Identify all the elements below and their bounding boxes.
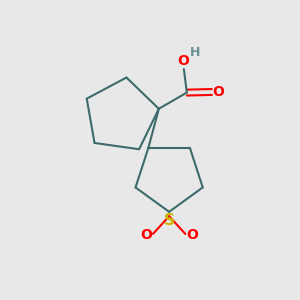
Text: O: O xyxy=(140,228,152,242)
Text: O: O xyxy=(212,85,224,99)
Text: O: O xyxy=(186,228,198,242)
Text: S: S xyxy=(164,213,175,228)
Text: O: O xyxy=(177,54,189,68)
Text: H: H xyxy=(190,46,200,59)
